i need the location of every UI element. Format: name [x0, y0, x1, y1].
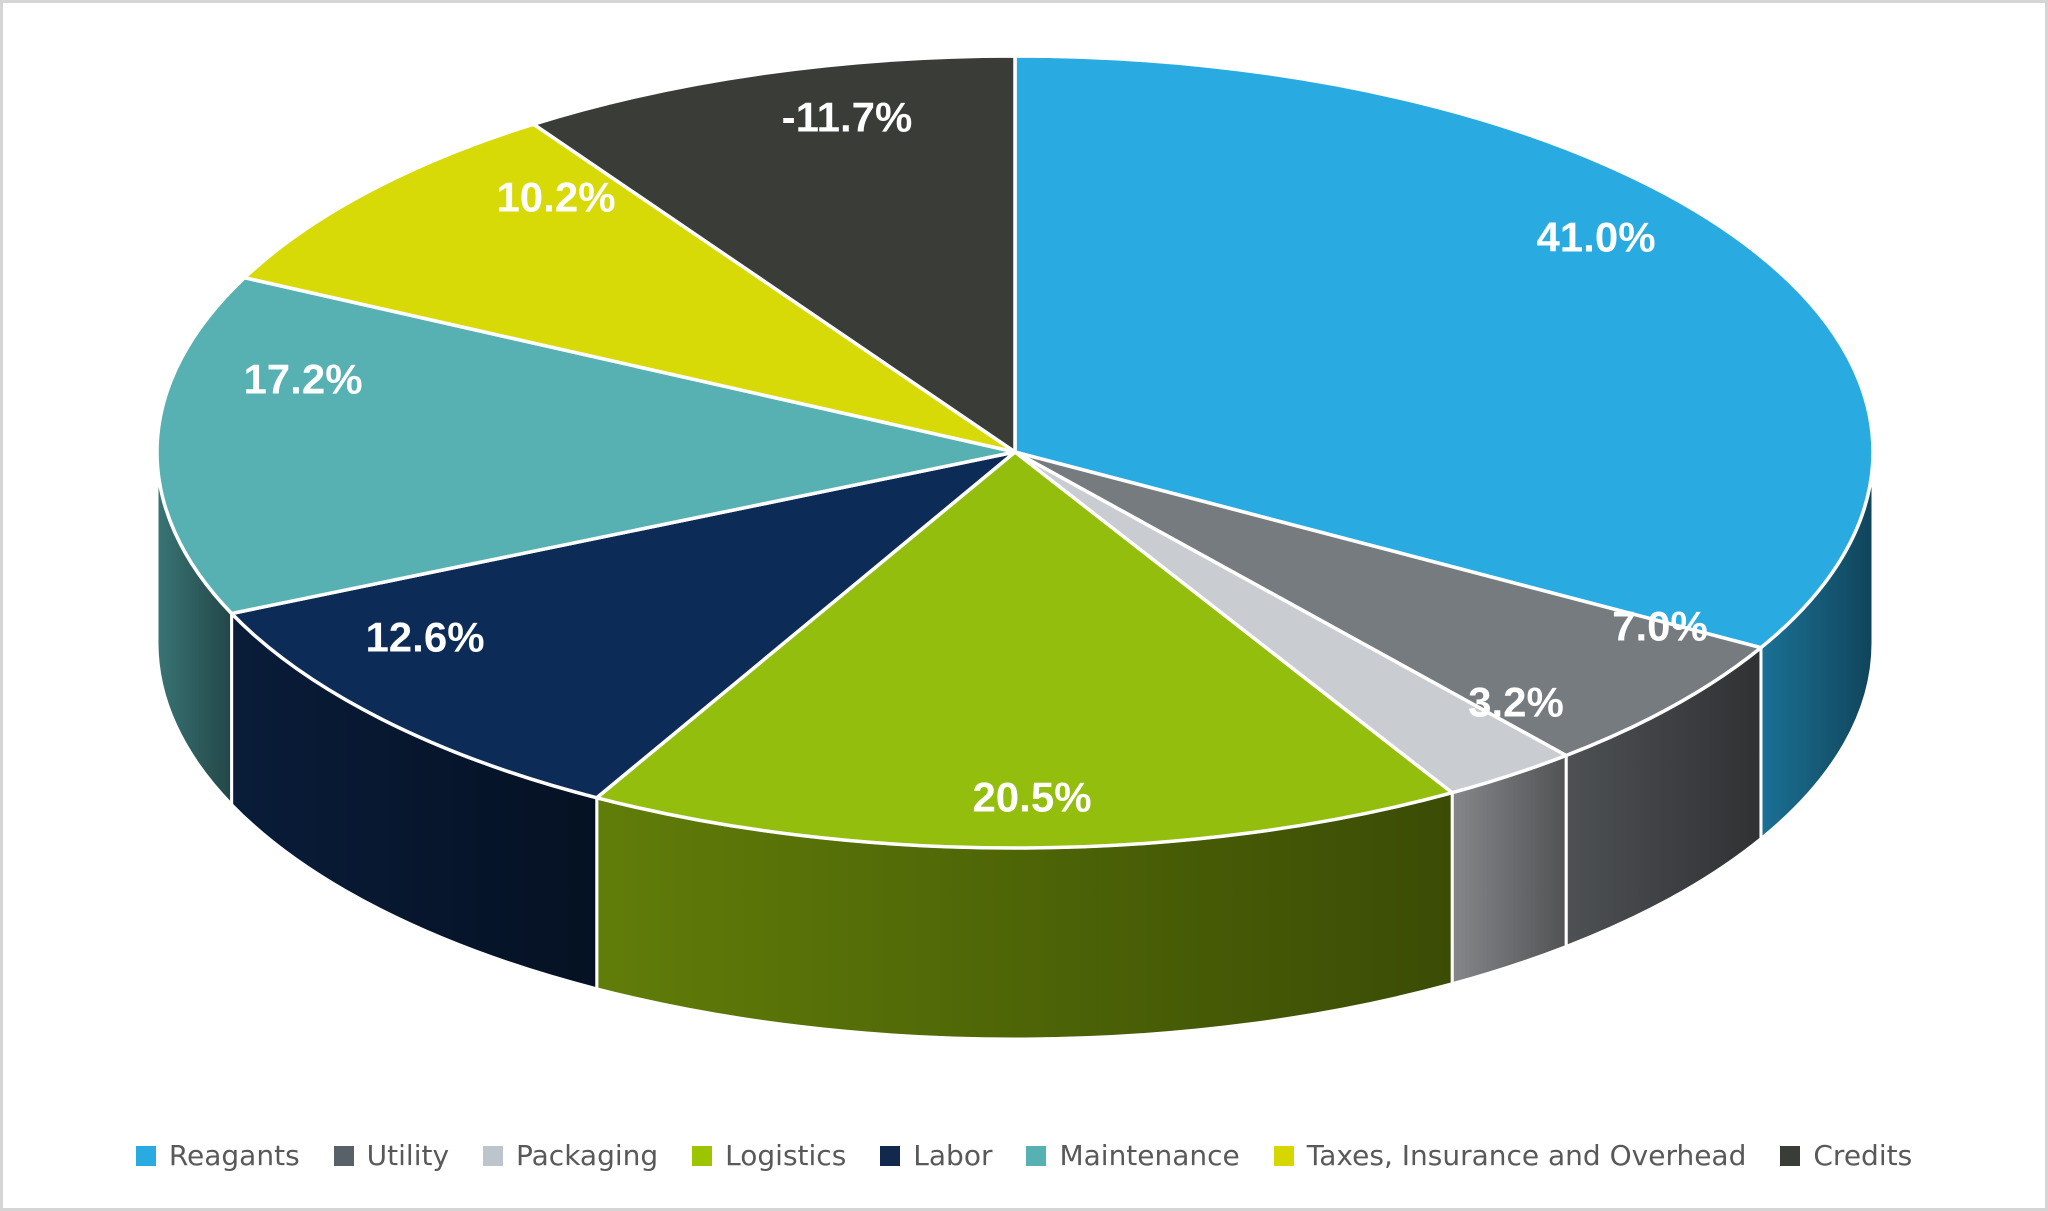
legend-item-label: Logistics [725, 1139, 847, 1172]
legend-marker-icon-packaging [483, 1146, 504, 1166]
legend-item-maintenance[interactable]: Maintenance [1026, 1139, 1240, 1172]
legend-marker-icon-logistics [692, 1146, 713, 1166]
pie-slice-logistics[interactable] [595, 450, 1454, 850]
pie-slice-reagants[interactable] [1013, 54, 1875, 650]
chart-legend: Reagants Utility Packaging Logistics Labor Ma… [0, 1126, 2048, 1186]
pie-slice-utility[interactable] [1013, 450, 1763, 758]
legend-marker-icon-credits [1780, 1146, 1801, 1166]
legend-item-reagants[interactable]: Reagants [135, 1139, 300, 1172]
legend-item-packaging[interactable]: Packaging [483, 1142, 658, 1170]
slice-label-labor: 12.6% [365, 614, 484, 661]
slice-label-taxes-insurance-and-overhead: 10.2% [496, 174, 615, 221]
slice-label-reagants: 41.0% [1536, 214, 1655, 261]
legend-item-label: Credits [1813, 1139, 1913, 1172]
legend-item-credits[interactable]: Credits [1780, 1142, 1912, 1170]
legend-marker-icon-reagants [135, 1146, 156, 1166]
slice-label-utility: 7.0% [1612, 603, 1708, 650]
legend-item-label: Packaging [516, 1139, 659, 1172]
pie-slice-maintenance[interactable] [155, 275, 1017, 616]
legend-marker-icon-maintenance [1026, 1146, 1047, 1166]
slice-label-packaging: 3.2% [1468, 679, 1564, 726]
legend-marker-icon-labor [880, 1146, 901, 1166]
legend-item-label: Reagants [168, 1139, 300, 1172]
legend-marker-icon-taxes-insurance-and-overhead [1273, 1146, 1294, 1166]
slice-label-maintenance: 17.2% [243, 356, 362, 403]
legend-item-label: Maintenance [1059, 1139, 1240, 1172]
legend-item-taxes-insurance-and-overhead[interactable]: Taxes, Insurance and Overhead [1273, 1139, 1747, 1172]
legend-item-label: Utility [366, 1139, 450, 1172]
legend-item-label: Labor [913, 1139, 993, 1172]
pie-slice-credits[interactable] [531, 54, 1017, 454]
legend-item-logistics[interactable]: Logistics [692, 1142, 846, 1170]
legend-item-labor[interactable]: Labor [880, 1142, 992, 1170]
legend-marker-icon-utility [333, 1146, 354, 1166]
pie-slice-taxes-insurance-and-overhead[interactable] [242, 122, 1017, 454]
slice-label-logistics: 20.5% [972, 774, 1091, 821]
legend-item-utility[interactable]: Utility [333, 1139, 450, 1172]
legend-item-label: Taxes, Insurance and Overhead [1306, 1139, 1747, 1172]
slice-label-credits: -11.7% [782, 94, 913, 141]
pie-slice-labor[interactable] [229, 450, 1017, 800]
